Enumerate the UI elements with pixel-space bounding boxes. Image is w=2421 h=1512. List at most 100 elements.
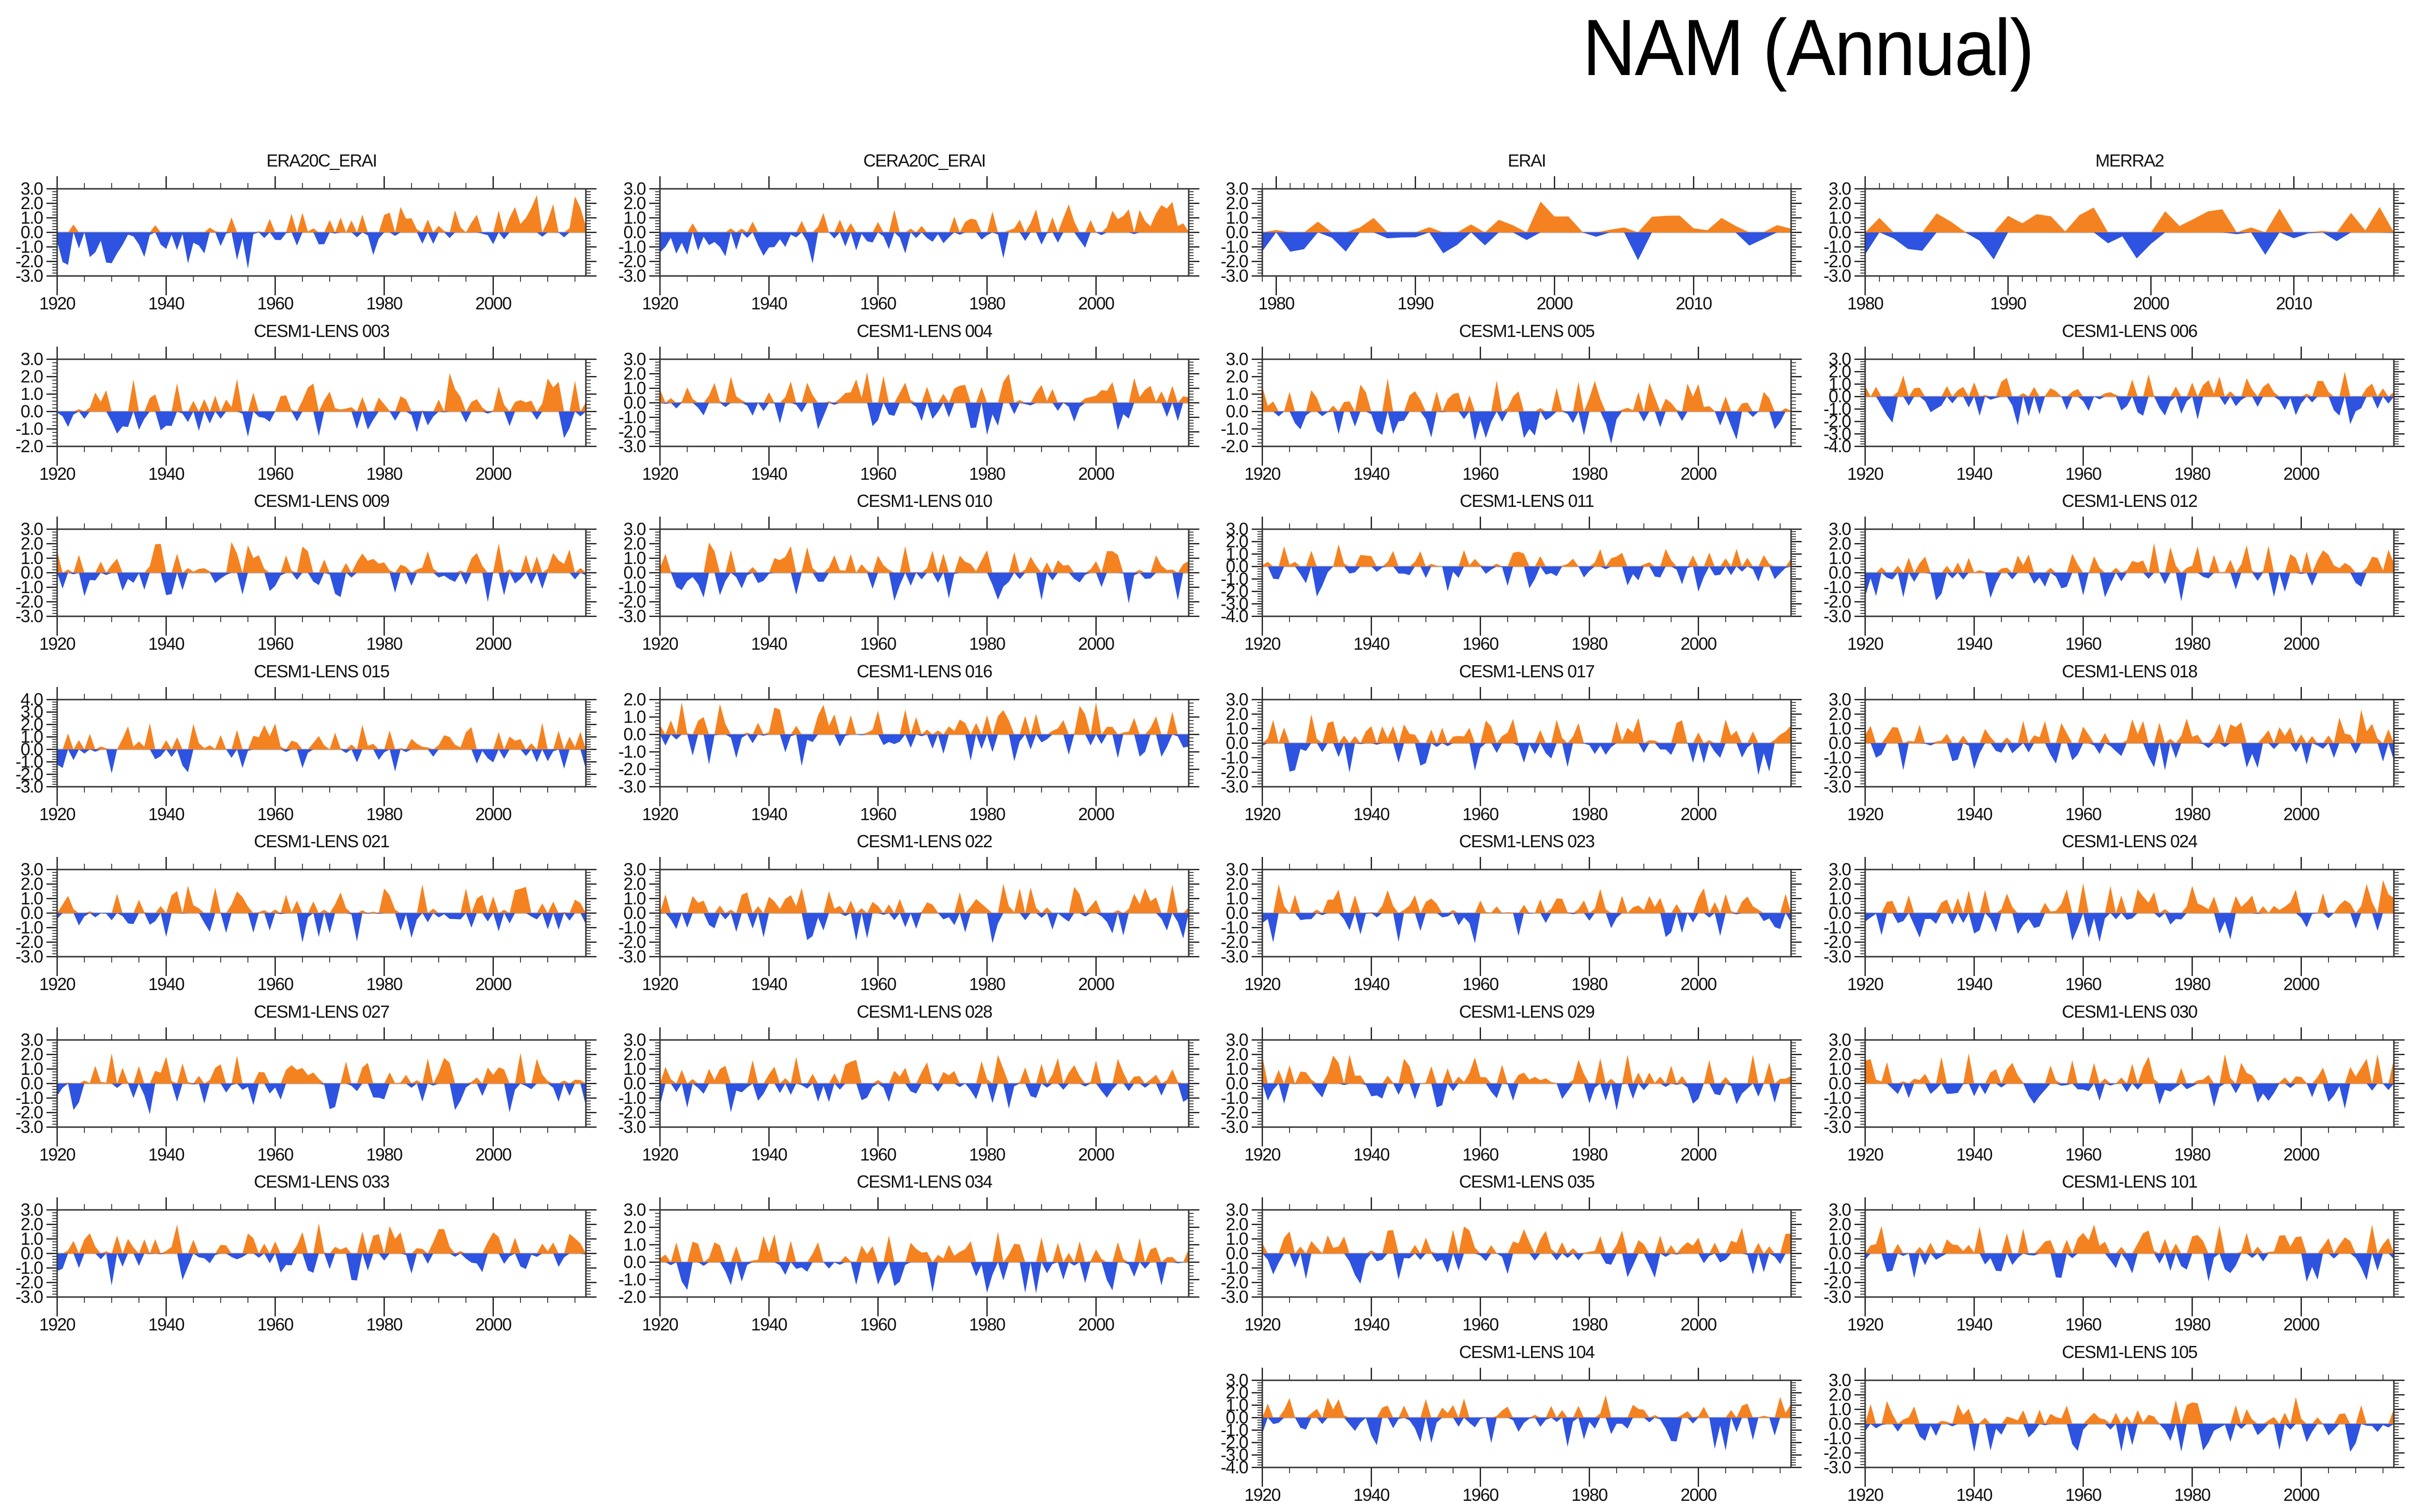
y-axis-tick-label: -2.0	[15, 251, 43, 271]
timeseries-panel-cesm1-lens-001: CESM1-LENS 001-3.0-2.0-1.00.01.02.03.019…	[2411, 153, 2421, 320]
positive-anomaly-area	[57, 373, 586, 412]
x-axis-tick-label: 1920	[1847, 1145, 1884, 1164]
y-axis-tick-label: 2.0	[1226, 704, 1248, 724]
x-axis-tick-label: 1920	[39, 1145, 76, 1164]
plot-frame	[1261, 188, 1792, 277]
x-axis-tick-label: 1920	[1244, 1314, 1281, 1334]
x-axis-tick-label: 1920	[642, 1145, 678, 1164]
positive-anomaly-area	[1865, 371, 2394, 397]
positive-anomaly-area	[1262, 1054, 1791, 1084]
y-axis-tick-label: -2.0	[1221, 932, 1248, 952]
y-axis-tick-label: -3.0	[618, 266, 646, 286]
y-axis-tick-label: 0.0	[1226, 903, 1248, 923]
x-axis-tick-label: 2000	[475, 634, 512, 654]
y-axis-tick-label: 0.0	[623, 1073, 645, 1093]
x-axis-tick-label: 1980	[2174, 974, 2210, 994]
y-axis-tick-label: -1.0	[1823, 577, 1851, 597]
y-axis-tick-label: -2.0	[618, 422, 646, 442]
y-axis-tick-label: -3.0	[1221, 777, 1248, 796]
timeseries-panel-cesm1-lens-012: CESM1-LENS 012 -3.0-2.0-1.00.01.02.03.0 19…	[1823, 491, 2405, 654]
x-axis-tick-label: 2000	[1078, 974, 1115, 994]
y-axis-tick-label: -1.0	[618, 237, 646, 257]
y-axis-tick-label: -2.0	[618, 251, 646, 271]
y-axis-tick-label: 2.0	[20, 193, 43, 213]
y-axis-tick-label: 3.0	[623, 1200, 645, 1220]
y-axis-tick-label: 2.0	[1828, 193, 1851, 213]
plot-frame	[659, 1209, 1190, 1298]
x-axis-tick-label: 1940	[751, 464, 787, 484]
y-axis-tick-label: 3.0	[1828, 519, 1851, 539]
y-axis-tick-label: 0.0	[623, 1252, 645, 1272]
y-axis-tick-label: -2.0	[618, 932, 646, 952]
x-axis-tick-label: 2000	[1078, 1145, 1115, 1164]
x-axis-tick-label: 1960	[2065, 974, 2101, 994]
y-axis-tick-label: 2.0	[1226, 193, 1248, 213]
plot-frame	[1261, 528, 1792, 617]
y-axis-tick-label: -1.0	[15, 419, 43, 439]
x-axis-tick-label: 1960	[257, 464, 293, 484]
y-axis-tick-label: -2.0	[1823, 762, 1851, 782]
y-axis-tick-label: -1.0	[1823, 917, 1851, 937]
y-axis-tick-label: 0.0	[1828, 1073, 1851, 1093]
y-axis-tick-label: -3.0	[15, 606, 43, 626]
positive-anomaly-area	[660, 1054, 1189, 1084]
x-axis-tick-label: 1980	[969, 804, 1005, 824]
plot-frame	[56, 699, 587, 788]
x-axis-tick-label: 1960	[1462, 634, 1499, 654]
negative-anomaly-area	[660, 573, 1189, 604]
x-axis-tick-label: 1940	[148, 464, 184, 484]
y-axis-tick-label: 0.0	[623, 724, 645, 744]
plot-frame	[659, 528, 1190, 617]
y-axis-tick-label: 0.0	[20, 1243, 43, 1263]
y-axis-tick-label: 1.0	[623, 707, 645, 727]
y-axis-tick-label: -2.0	[1823, 251, 1851, 271]
x-axis-tick-label: 1960	[860, 804, 896, 824]
x-axis-tick-label: 1920	[1847, 804, 1884, 824]
x-axis-tick-label: 1960	[2065, 634, 2101, 654]
y-axis-tick-label: 0.0	[1226, 733, 1248, 753]
x-axis-tick-label: 1980	[969, 293, 1005, 313]
positive-anomaly-area	[1865, 1053, 2394, 1084]
plot-frame	[659, 869, 1190, 958]
x-axis-tick-label: 1940	[1353, 804, 1390, 824]
x-axis-tick-label: 1920	[1244, 464, 1281, 484]
plot-frame	[1261, 1209, 1792, 1298]
timeseries-panel-cesm1-lens-102: CESM1-LENS 102-3.0-2.0-1.00.01.02.03.019…	[2411, 1174, 2421, 1341]
chart-title: CESM1-LENS 016	[857, 661, 992, 681]
negative-anomaly-area	[660, 734, 1189, 766]
chart-title: MERRA2	[2095, 151, 2164, 170]
x-axis-tick-label: 1960	[1462, 1314, 1499, 1334]
y-axis-tick-label: 1.0	[1226, 384, 1248, 404]
x-axis-tick-label: 1920	[1244, 804, 1281, 824]
y-axis-tick-label: -1.0	[1823, 399, 1851, 419]
chart-title: CESM1-LENS 034	[857, 1172, 992, 1191]
y-axis-tick-label: 4.0	[20, 689, 43, 709]
y-axis-tick-label: 2.0	[1226, 1214, 1248, 1234]
y-axis-tick-label: -3.0	[1823, 606, 1851, 626]
y-axis-tick-label: -2.0	[618, 1102, 646, 1122]
x-axis-tick-label: 1980	[1571, 804, 1608, 824]
x-axis-tick-label: 1940	[1353, 464, 1390, 484]
x-axis-tick-label: 1980	[2174, 464, 2210, 484]
chart-title: CESM1-LENS 101	[2062, 1172, 2197, 1191]
x-axis-tick-label: 1960	[257, 1314, 293, 1334]
x-axis-tick-label: 1920	[39, 293, 76, 313]
y-axis-tick-label: 1.0	[1828, 1059, 1851, 1079]
y-axis-tick-label: 0.0	[20, 739, 43, 759]
x-axis-tick-label: 1940	[751, 974, 787, 994]
x-axis-tick-label: 1980	[366, 1145, 402, 1164]
positive-anomaly-area	[1865, 880, 2394, 913]
x-axis-tick-label: 1920	[1847, 974, 1884, 994]
y-axis-tick-label: 1.0	[1828, 718, 1851, 738]
x-axis-tick-label: 2000	[1078, 804, 1115, 824]
x-axis-tick-label: 1920	[1244, 634, 1281, 654]
negative-anomaly-area	[1262, 1084, 1791, 1111]
negative-anomaly-area	[660, 403, 1189, 435]
y-axis-tick-label: 2.0	[1226, 1044, 1248, 1064]
x-axis-tick-label: 2000	[2283, 1314, 2320, 1334]
negative-anomaly-area	[660, 232, 1189, 264]
y-axis-tick-label: -1.0	[1823, 237, 1851, 257]
y-axis-tick-label: -1.0	[618, 1269, 646, 1289]
negative-anomaly-area	[1262, 913, 1791, 944]
y-axis-tick-label: -2.0	[15, 436, 43, 456]
